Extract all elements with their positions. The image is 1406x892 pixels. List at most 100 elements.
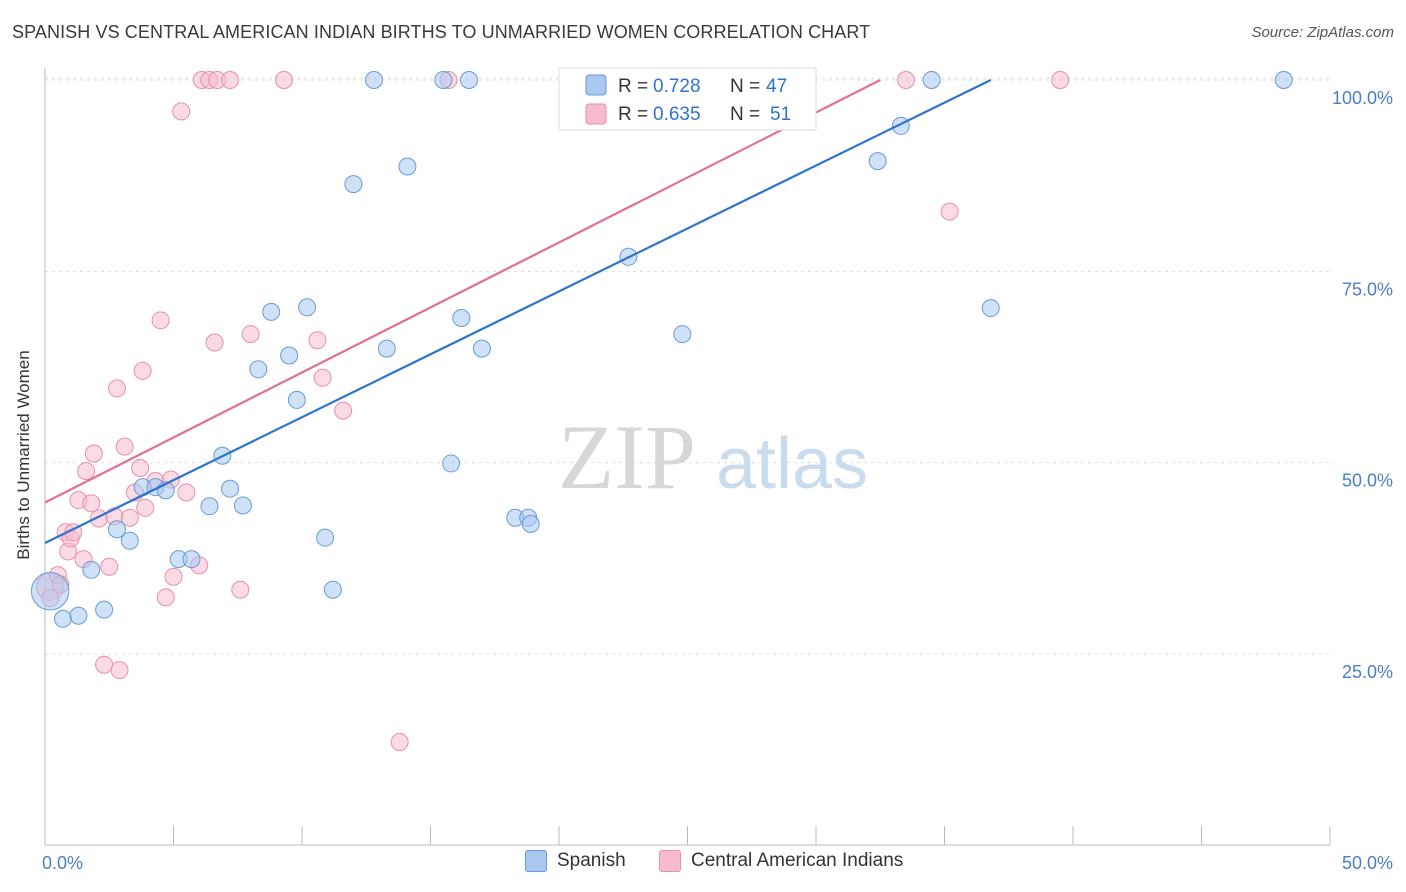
spanish-point-5 [107,520,126,539]
spanish-point-14 [221,479,240,498]
spanish-point-11 [182,550,201,569]
cai-point-15 [100,557,119,576]
x-tick-label-1: 50.0% [1342,853,1393,873]
spanish-point-17 [262,302,281,321]
cai-point-44 [390,733,409,752]
spanish-point-22 [323,580,342,599]
legend-cai-swatch [585,103,607,125]
cai-point-38 [231,580,250,599]
cai-point-19 [115,437,134,456]
spanish-point-37 [673,325,692,344]
cai-point-48 [940,202,959,221]
cai-point-12 [84,444,103,463]
y-tick-label-3: 100.0% [1332,88,1393,108]
series-cai-points [36,71,1070,752]
cai-point-41 [308,331,327,350]
spanish-point-29 [460,71,479,89]
spanish-point-25 [377,339,396,358]
grid-lines [45,77,1330,655]
spanish-point-26 [398,157,417,176]
legend-top: R = 0.728 N = 47 R = 0.635 N = 51 [558,67,817,131]
spanish-point-27 [434,71,453,89]
cai-point-49 [1051,71,1070,89]
spanish-point-34 [521,514,540,533]
cai-point-20 [120,508,139,527]
spanish-point-0 [30,572,70,611]
chart-title: SPANISH VS CENTRAL AMERICAN INDIAN BIRTH… [12,22,871,42]
cai-point-37 [221,71,240,89]
cai-point-39 [241,325,260,344]
legend-bottom-spanish-swatch [525,850,547,872]
y-axis-label: Births to Unmarried Women [14,350,33,560]
spanish-point-28 [442,454,461,473]
cai-trend-line [44,79,881,504]
legend-cai-n-value: 51 [770,104,791,125]
spanish-point-21 [316,528,335,547]
cai-point-17 [107,379,126,398]
cai-point-23 [133,361,152,380]
spanish-point-2 [69,606,88,625]
cai-point-27 [156,588,175,607]
spanish-point-20 [298,298,317,317]
spanish-point-3 [82,560,101,579]
legend-cai-r-label: R = [618,104,648,125]
y-tick-label-0: 25.0% [1342,662,1393,682]
spanish-point-42 [922,71,941,89]
spanish-point-31 [472,339,491,358]
legend-bottom: Spanish Central American Indians [0,850,1406,880]
cai-point-47 [896,71,915,89]
x-tick-label-0: 0.0% [42,853,83,873]
cai-point-22 [131,459,150,478]
legend-bottom-cai-label: Central American Indians [691,850,904,871]
spanish-point-23 [344,175,363,194]
cai-point-10 [77,462,96,481]
tick-labels: 25.0% 50.0% 75.0% 100.0% 0.0% 50.0% [42,88,1393,873]
spanish-point-6 [120,531,139,550]
spanish-trend-line [44,79,992,545]
legend-spanish-n-label: N = [730,76,760,97]
cai-point-14 [95,655,114,674]
watermark-zip: ZIP [558,406,696,508]
legend-spanish-swatch [585,74,607,96]
cai-point-26 [151,311,170,330]
spanish-point-30 [452,309,471,328]
legend-spanish-r-value: 0.728 [653,76,701,97]
legend-bottom-spanish: Spanish [525,850,626,872]
watermark-atlas: atlas [716,424,868,504]
axes [44,68,1331,846]
legend-bottom-spanish-label: Spanish [557,850,626,871]
cai-point-42 [313,368,332,387]
y-tick-label-2: 75.0% [1342,279,1393,299]
spanish-point-4 [95,600,114,619]
spanish-point-18 [280,346,299,365]
spanish-point-43 [981,299,1000,318]
spanish-point-15 [233,496,252,515]
spanish-point-40 [868,152,887,171]
trend-lines [44,79,992,545]
cai-point-35 [205,333,224,352]
spanish-point-1 [53,609,72,628]
spanish-point-12 [200,497,219,516]
watermark: ZIP atlas [558,406,868,508]
source-label: Source: ZipAtlas.com [1251,24,1394,41]
cai-point-30 [172,102,191,121]
cai-point-31 [177,483,196,502]
spanish-point-16 [249,360,268,379]
legend-cai-r-value: 0.635 [653,104,701,125]
legend-spanish-r-label: R = [618,76,648,97]
spanish-point-44 [1274,71,1293,89]
legend-cai-n-label: N = [730,104,760,125]
cai-point-40 [275,71,294,89]
legend-spanish-n-value: 47 [766,76,787,97]
cai-point-18 [110,661,129,680]
legend-bottom-cai-swatch [659,850,681,872]
spanish-point-19 [287,390,306,409]
cai-point-24 [136,498,155,517]
cai-point-43 [334,401,353,420]
legend-bottom-cai: Central American Indians [659,850,903,872]
series-spanish-points [30,71,1293,628]
cai-point-11 [82,494,101,513]
spanish-point-24 [364,71,383,89]
cai-point-29 [164,567,183,586]
